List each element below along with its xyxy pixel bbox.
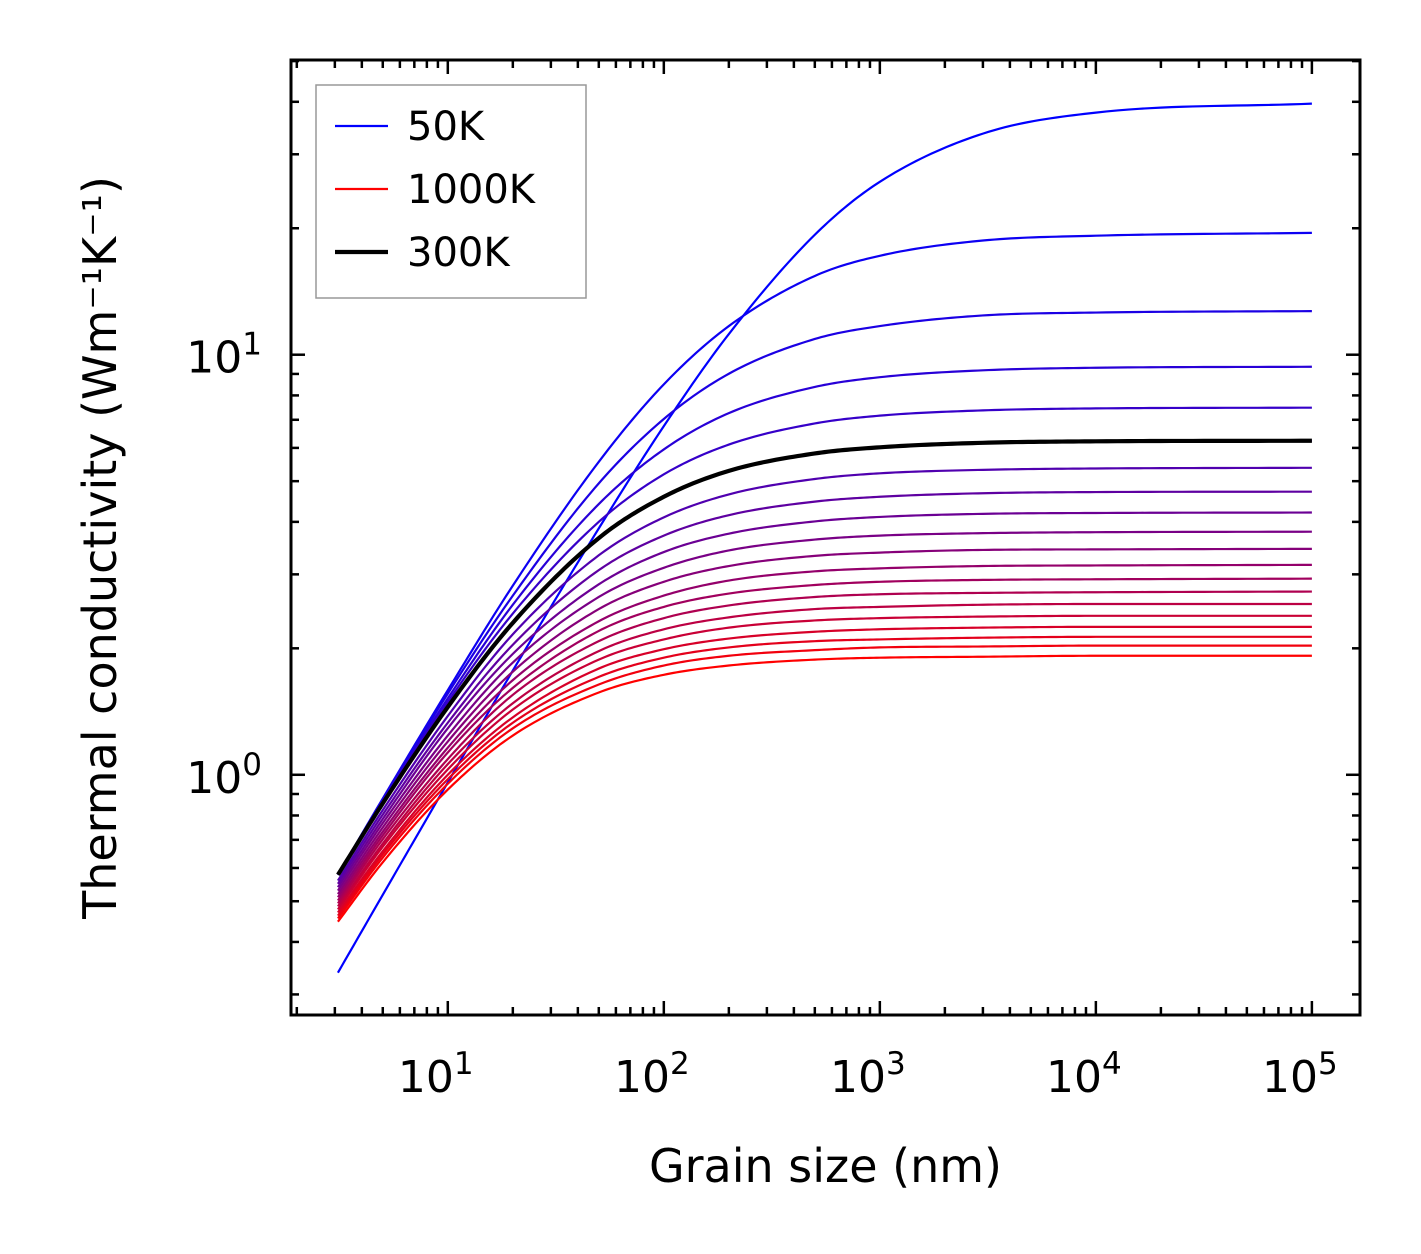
series-line-450k: [336, 511, 1312, 888]
x-tick-label: 101: [398, 1046, 474, 1103]
series-line-250k: [336, 406, 1312, 876]
series-line-150k: [336, 310, 1312, 876]
legend-label: 300K: [407, 230, 511, 276]
series-line-600k: [337, 563, 1312, 898]
series-line-650k: [337, 577, 1312, 902]
legend-frame: [315, 84, 587, 299]
series-line-950k: [337, 644, 1312, 920]
legend-entry: 1000K: [335, 167, 537, 213]
series-line-100k: [336, 231, 1312, 876]
legend: 50K 1000K 300K: [315, 84, 587, 299]
series-line-800k: [337, 614, 1312, 911]
series-line-500k: [337, 530, 1312, 892]
legend-label: 50K: [407, 104, 486, 150]
series-line-400k: [336, 490, 1312, 885]
x-tick-label: 103: [830, 1046, 906, 1103]
x-tick-label: 104: [1046, 1046, 1122, 1103]
y-tick-label: 101: [186, 327, 262, 384]
x-tick-label: 105: [1262, 1046, 1338, 1103]
series-line-700k: [337, 590, 1312, 905]
series-line-1000k: [337, 654, 1312, 923]
legend-label: 1000K: [407, 167, 537, 213]
x-tick-labels: 101 102 103 104 105: [398, 1046, 1338, 1103]
series-line-300k-highlight: [336, 438, 1312, 876]
series-line-550k: [337, 547, 1312, 895]
legend-entry: 300K: [335, 230, 511, 276]
legend-entry: 50K: [335, 104, 486, 150]
series-line-350k: [336, 466, 1312, 882]
series-layer: [336, 102, 1312, 974]
series-line-900k: [337, 635, 1312, 917]
y-tick-label: 100: [186, 747, 262, 804]
x-tick-label: 102: [614, 1046, 690, 1103]
series-line-200k: [336, 365, 1312, 876]
axes-frame: [289, 58, 1362, 1017]
y-axis-label: Thermal conductivity (Wm⁻¹K⁻¹): [73, 176, 127, 920]
y-tick-labels: 100 101: [186, 327, 262, 804]
x-axis-label: Grain size (nm): [649, 1139, 1002, 1193]
series-line-850k: [337, 625, 1312, 914]
series-line-750k: [337, 602, 1312, 908]
